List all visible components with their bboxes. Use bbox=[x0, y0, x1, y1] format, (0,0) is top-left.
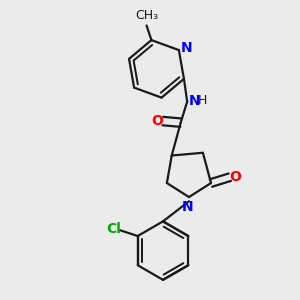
Text: H: H bbox=[198, 94, 207, 107]
Text: O: O bbox=[152, 114, 164, 128]
Text: O: O bbox=[229, 170, 241, 184]
Text: N: N bbox=[181, 41, 192, 56]
Text: Cl: Cl bbox=[106, 222, 122, 236]
Text: N: N bbox=[182, 200, 193, 214]
Text: N: N bbox=[189, 94, 200, 108]
Text: CH₃: CH₃ bbox=[135, 9, 158, 22]
